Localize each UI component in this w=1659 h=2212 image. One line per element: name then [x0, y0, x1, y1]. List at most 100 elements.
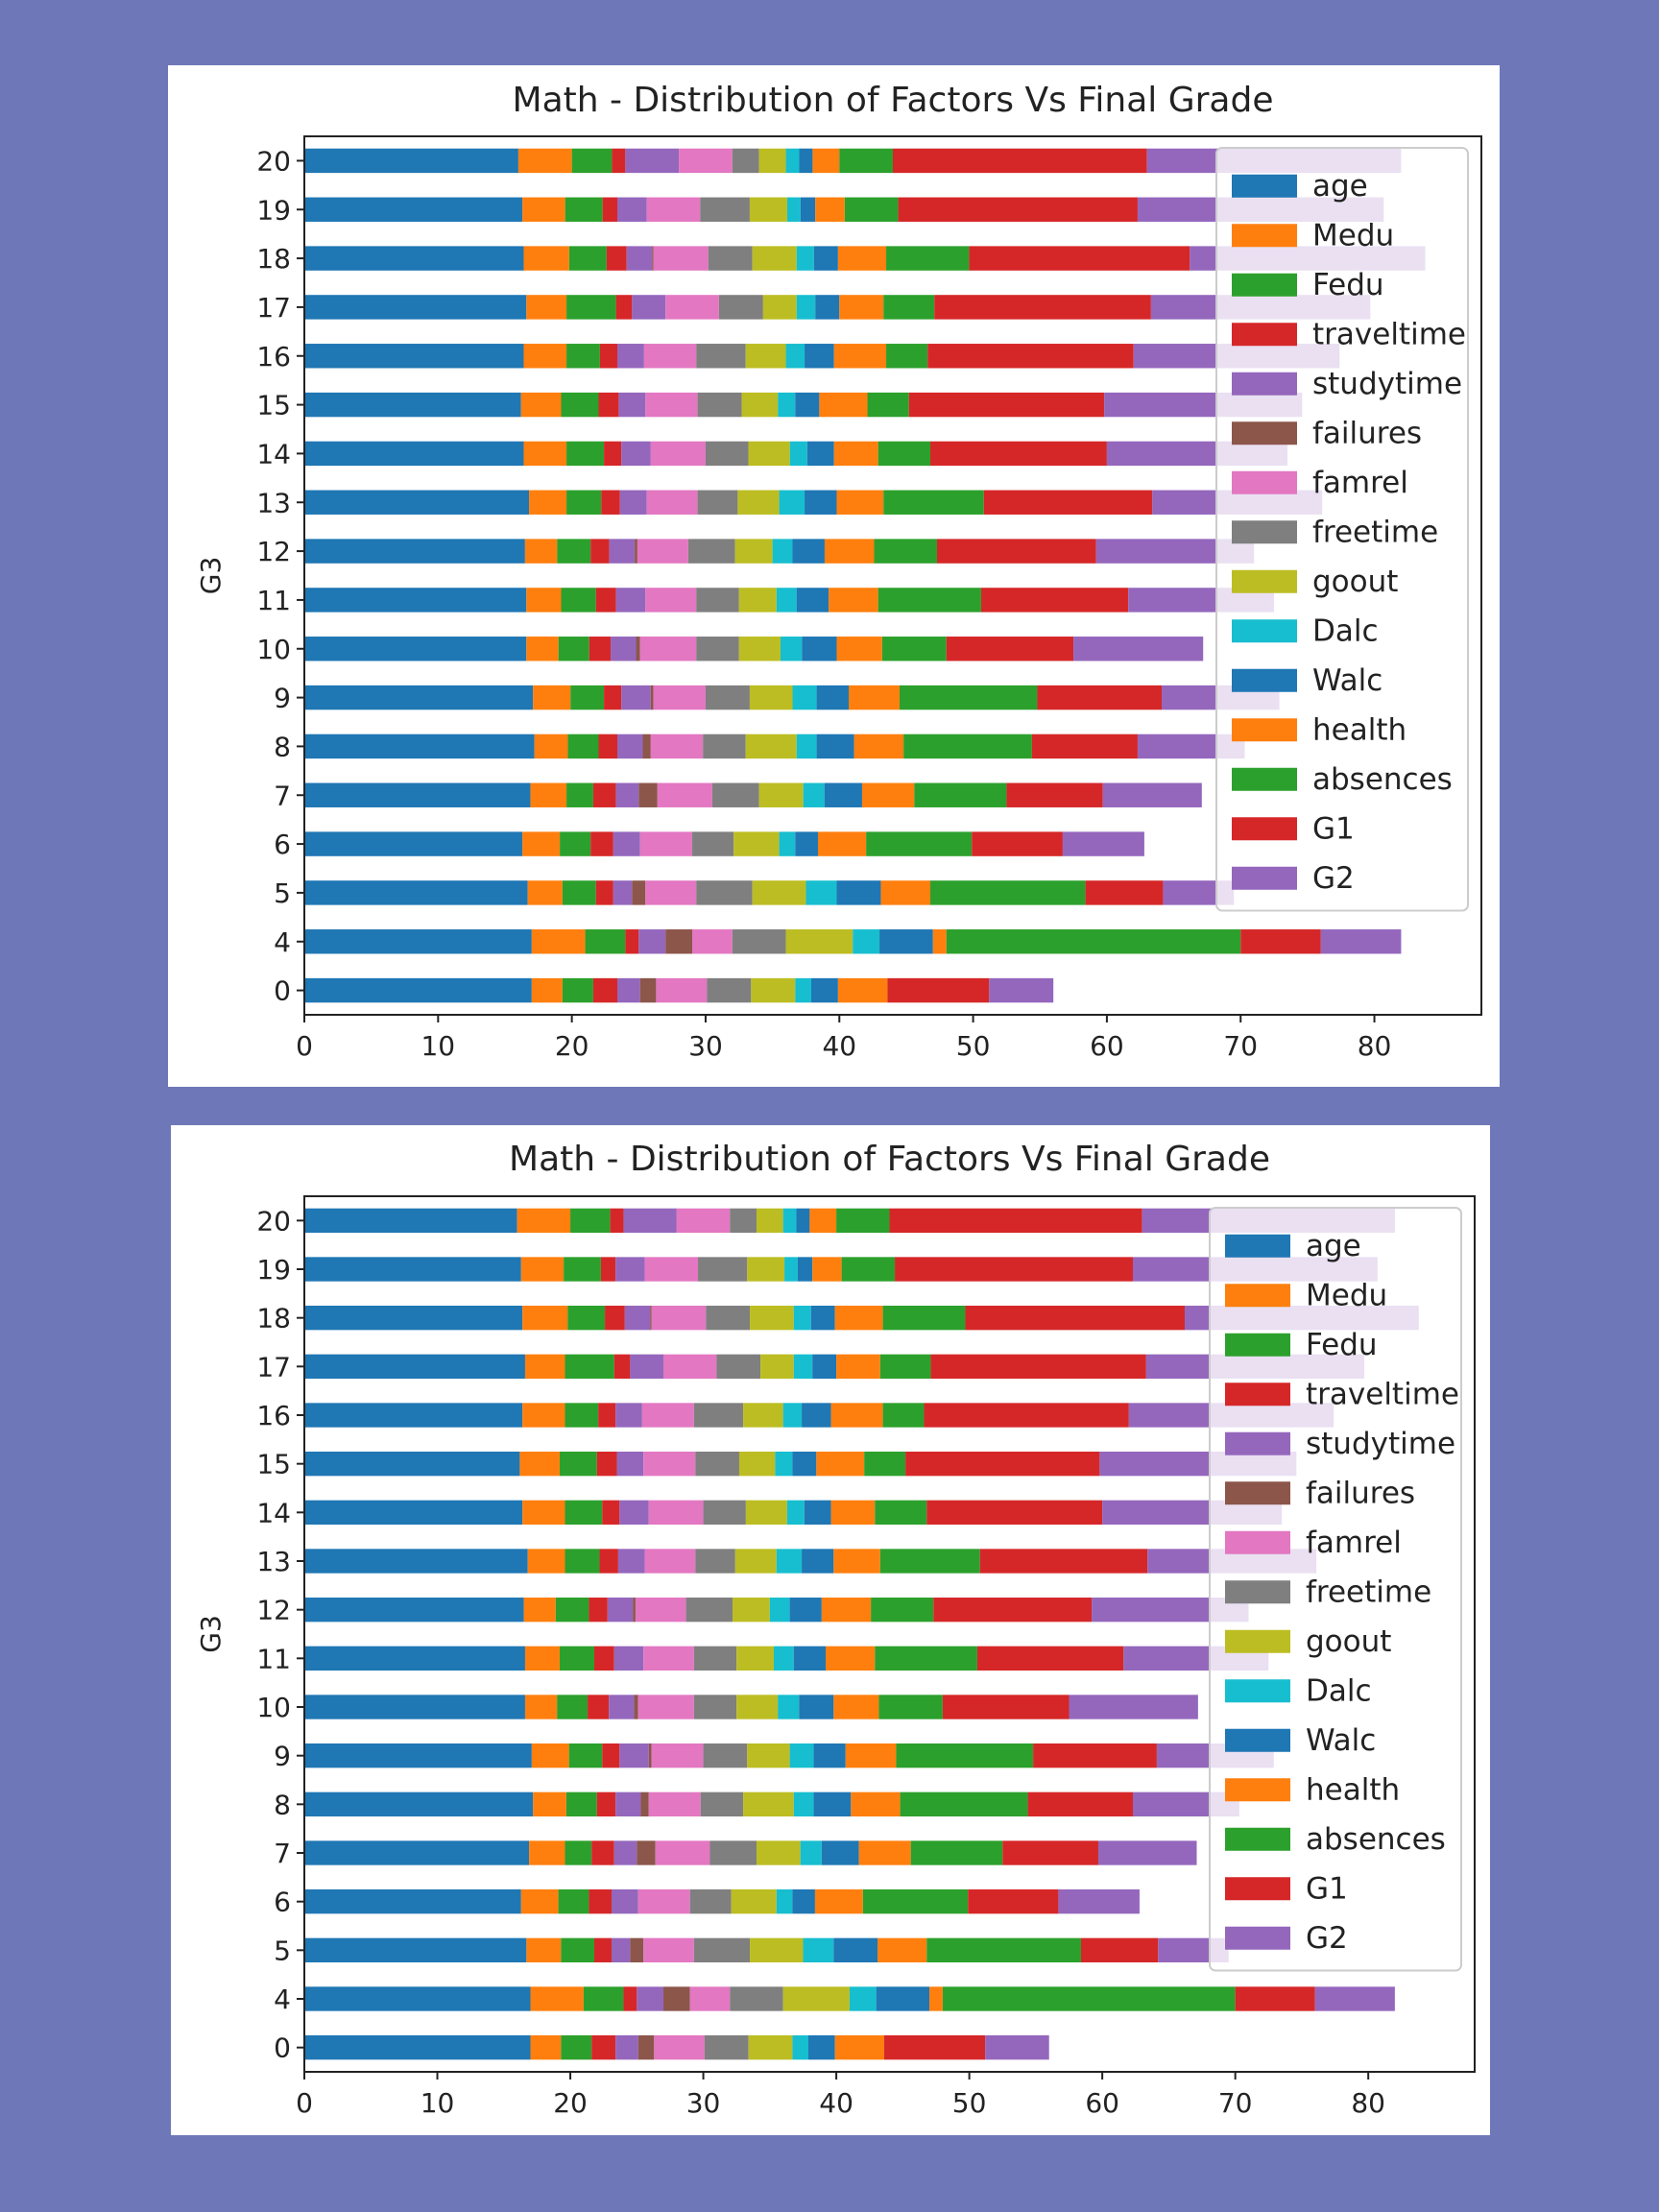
bar-studytime-18: [626, 246, 653, 271]
bar-walc-16: [802, 1403, 831, 1428]
bar-absences-11: [878, 588, 981, 613]
y-tick-label: 17: [256, 1351, 291, 1382]
bar-walc-12: [789, 1598, 822, 1623]
bar-traveltime-0: [591, 2035, 616, 2060]
bar-fedu-8: [565, 1791, 597, 1816]
bar-famrel-17: [663, 1354, 717, 1379]
bar-dalc-11: [776, 588, 797, 613]
bar-goout-20: [758, 148, 786, 174]
bar-medu-12: [523, 1598, 556, 1623]
bar-medu-20: [517, 1208, 571, 1233]
bar-medu-4: [530, 1986, 584, 2011]
bar-g2-4: [1314, 1986, 1395, 2011]
bar-goout-16: [745, 344, 786, 369]
bar-medu-10: [524, 1695, 558, 1719]
bar-goout-12: [734, 539, 773, 564]
bar-health-14: [833, 441, 878, 467]
bar-dalc-15: [775, 1452, 793, 1477]
legend: age Medu Fedu traveltime studytime failures fa…: [1209, 1207, 1462, 1972]
bar-absences-11: [875, 1646, 977, 1671]
bar-g1-12: [933, 1598, 1093, 1623]
bar-freetime-16: [696, 344, 746, 369]
bar-health-9: [849, 685, 900, 710]
bar-dalc-9: [792, 685, 817, 710]
x-tick-label: 40: [819, 2087, 854, 2119]
legend-label-absences: absences: [1312, 762, 1453, 797]
bar-freetime-17: [716, 1354, 761, 1379]
bar-age-17: [304, 295, 527, 320]
bar-dalc-10: [780, 637, 803, 661]
legend-label-freetime: freetime: [1312, 515, 1438, 549]
legend-label-g2: G2: [1306, 1921, 1348, 1956]
bar-goout-4: [785, 929, 854, 954]
bar-fedu-17: [565, 1354, 614, 1379]
bar-absences-16: [886, 344, 928, 369]
bar-absences-14: [875, 1500, 927, 1525]
bar-medu-13: [527, 1549, 565, 1574]
bar-goout-12: [733, 1598, 770, 1623]
bar-g2-6: [1062, 831, 1144, 856]
bar-studytime-7: [613, 1840, 637, 1865]
y-tick-label: 12: [256, 536, 291, 567]
legend-swatch-g1: [1232, 817, 1297, 841]
bar-g1-17: [930, 1354, 1146, 1379]
bar-fedu-11: [561, 588, 596, 613]
bar-freetime-11: [696, 588, 739, 613]
y-tick-label: 7: [274, 1838, 291, 1869]
bar-g2-0: [985, 2035, 1049, 2060]
bar-age-14: [304, 1500, 523, 1525]
bar-health-12: [821, 1598, 872, 1623]
y-tick-label: 11: [256, 585, 291, 616]
legend-swatch-absences: [1232, 767, 1297, 791]
bar-dalc-11: [773, 1646, 794, 1671]
chart-panel-top: Math - Distribution of Factors Vs Final …: [168, 65, 1500, 1087]
legend-swatch-freetime: [1232, 520, 1297, 544]
bar-famrel-7: [655, 1840, 710, 1865]
legend-label-failures: failures: [1312, 416, 1422, 450]
bar-medu-8: [534, 733, 568, 759]
bar-famrel-15: [643, 1452, 696, 1477]
bar-age-18: [304, 246, 524, 271]
legend-label-walc: Walc: [1306, 1723, 1376, 1758]
bar-famrel-0: [656, 977, 708, 1003]
bar-medu-14: [522, 1500, 565, 1525]
legend-swatch-fedu: [1225, 1333, 1290, 1357]
y-tick-label: 10: [256, 634, 291, 665]
bar-health-6: [814, 1889, 863, 1914]
x-tick-label: 0: [296, 1030, 313, 1062]
bar-freetime-7: [711, 782, 759, 807]
bar-medu-16: [522, 1403, 565, 1428]
bar-health-8: [851, 1791, 901, 1816]
bar-walc-10: [802, 637, 837, 661]
bar-g1-18: [969, 246, 1190, 271]
legend-label-g1: G1: [1312, 811, 1355, 846]
y-tick-label: 13: [256, 487, 291, 518]
bar-freetime-15: [697, 392, 742, 418]
legend-swatch-g2: [1232, 866, 1297, 890]
x-tick-label: 10: [421, 2087, 455, 2119]
bar-goout-6: [733, 831, 780, 856]
bar-studytime-5: [611, 1937, 631, 1962]
bar-walc-15: [795, 392, 820, 418]
bar-traveltime-20: [612, 148, 626, 174]
bar-freetime-4: [730, 1986, 783, 2011]
bar-goout-0: [751, 977, 796, 1003]
legend-label-absences: absences: [1306, 1822, 1446, 1857]
bar-goout-11: [738, 588, 777, 613]
bar-g1-10: [942, 1695, 1070, 1719]
bar-traveltime-16: [599, 344, 618, 369]
y-tick-label: 0: [274, 2032, 291, 2064]
y-axis-label: G3: [195, 557, 227, 595]
bar-goout-7: [758, 782, 804, 807]
bar-fedu-20: [570, 1208, 611, 1233]
bar-famrel-19: [644, 1257, 699, 1282]
bar-health-16: [830, 1403, 883, 1428]
bar-dalc-17: [796, 295, 816, 320]
bar-medu-15: [520, 392, 562, 418]
bar-studytime-12: [607, 1598, 634, 1623]
bar-health-19: [815, 197, 845, 222]
y-axis-label: G3: [195, 1615, 227, 1653]
x-tick-label: 60: [1090, 1030, 1124, 1062]
bar-studytime-11: [613, 1646, 644, 1671]
legend-label-goout: goout: [1312, 565, 1398, 599]
